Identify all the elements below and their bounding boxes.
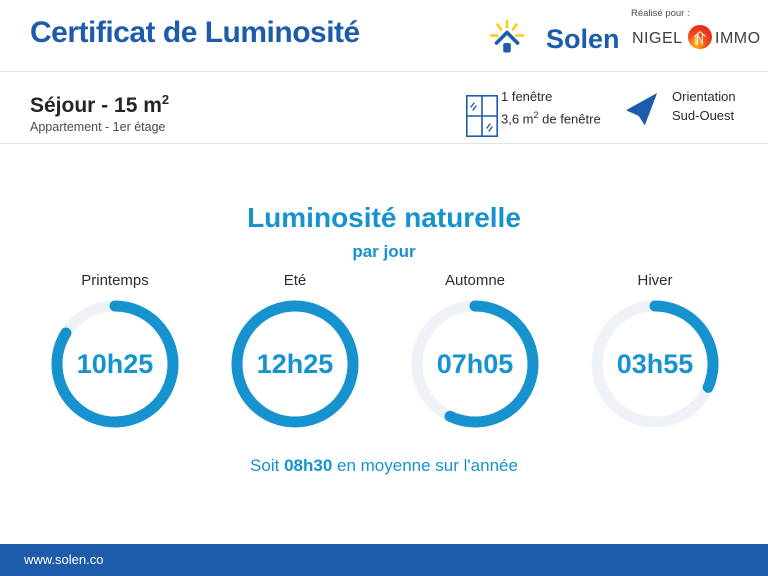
svg-text:NIGEL: NIGEL [632,30,683,47]
svg-text:Solen: Solen [546,24,620,54]
svg-text:IMMO: IMMO [715,30,761,47]
